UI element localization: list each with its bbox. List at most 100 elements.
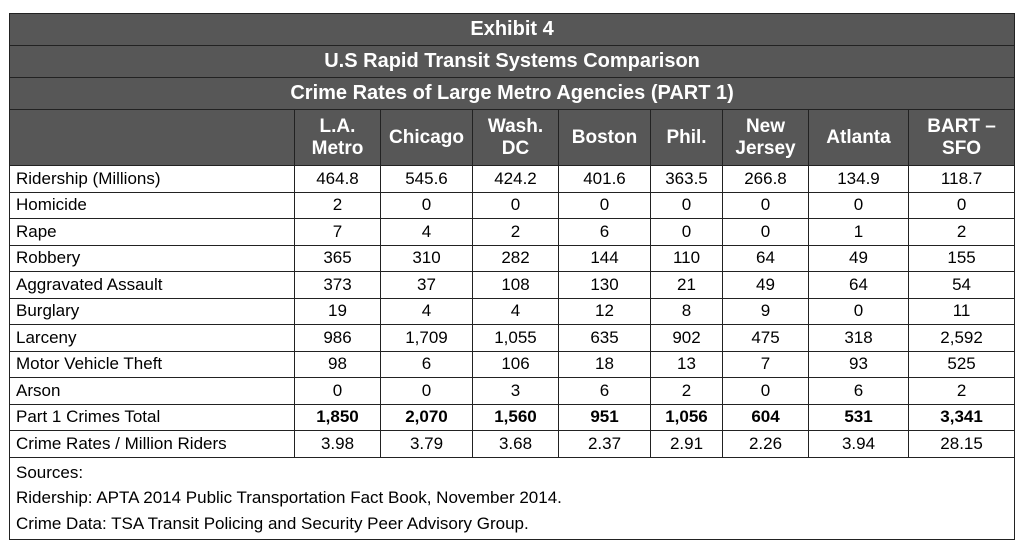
table-cell: 4 — [380, 297, 473, 325]
column-header: Boston — [558, 109, 651, 166]
column-header-line2: DC — [501, 137, 530, 159]
table-cell: 18 — [558, 350, 651, 378]
table-cell: 604 — [722, 403, 809, 431]
table-cell: 310 — [380, 244, 473, 272]
table-row: Arson 0 0 3 6 2 0 6 2 — [9, 377, 1016, 405]
table-cell: 0 — [472, 191, 559, 219]
table-cell: 106 — [472, 350, 559, 378]
table-row: Motor Vehicle Theft 98 6 106 18 13 7 93 525 — [9, 350, 1016, 378]
table-cell: 49 — [722, 271, 809, 299]
table-cell: 2 — [907, 377, 1016, 405]
exhibit-frame: Exhibit 4 U.S Rapid Transit Systems Comp… — [8, 13, 1016, 540]
row-label: Burglary — [9, 297, 295, 325]
column-header-line1: L.A. — [319, 115, 356, 137]
table-cell: 9 — [722, 297, 809, 325]
table-cell: 2 — [907, 218, 1016, 246]
table-cell: 21 — [650, 271, 723, 299]
subtitle-row: U.S Rapid Transit Systems Comparison — [8, 45, 1016, 78]
table-cell: 134.9 — [808, 165, 909, 193]
column-header-line1: Chicago — [389, 126, 464, 148]
table-cell: 3 — [472, 377, 559, 405]
table-cell: 8 — [650, 297, 723, 325]
table-cell: 37 — [380, 271, 473, 299]
column-header-line1: New — [745, 115, 786, 137]
table-cell: 986 — [294, 324, 381, 352]
table-row: Burglary 19 4 4 12 8 9 0 11 — [9, 297, 1016, 325]
table-cell: 951 — [558, 403, 651, 431]
exhibit-title: Exhibit 4 — [8, 13, 1016, 46]
table-cell: 0 — [808, 191, 909, 219]
table-cell: 902 — [650, 324, 723, 352]
column-header: BART – SFO — [907, 109, 1016, 166]
sources-row: Sources: Ridership: APTA 2014 Public Tra… — [8, 456, 1016, 540]
table-cell: 98 — [294, 350, 381, 378]
table-cell: 545.6 — [380, 165, 473, 193]
table-cell: 6 — [558, 218, 651, 246]
table-cell: 266.8 — [722, 165, 809, 193]
column-header-line1: Phil. — [666, 126, 707, 148]
table-cell: 373 — [294, 271, 381, 299]
table-cell: 4 — [472, 297, 559, 325]
column-header: L.A. Metro — [294, 109, 381, 166]
row-label: Part 1 Crimes Total — [9, 403, 295, 431]
table-cell: 2.37 — [558, 430, 651, 458]
table-cell: 1,560 — [472, 403, 559, 431]
table-cell: 363.5 — [650, 165, 723, 193]
table-row: Aggravated Assault 373 37 108 130 21 49 64 54 — [9, 271, 1016, 299]
crime-rates-table: Exhibit 4 U.S Rapid Transit Systems Comp… — [8, 13, 1016, 540]
table-cell: 1,055 — [472, 324, 559, 352]
table-cell: 110 — [650, 244, 723, 272]
table-row: Larceny 986 1,709 1,055 635 902 475 318 2,592 — [9, 324, 1016, 352]
table-cell: 4 — [380, 218, 473, 246]
table-cell: 464.8 — [294, 165, 381, 193]
crime-data-source: Crime Data: TSA Transit Policing and Sec… — [16, 513, 529, 533]
column-header-line1: Atlanta — [826, 126, 891, 148]
sources-heading: Sources: — [16, 462, 84, 482]
exhibit-title-row: Exhibit 4 — [8, 13, 1016, 46]
table-cell: 0 — [380, 377, 473, 405]
table-cell: 108 — [472, 271, 559, 299]
table-cell: 7 — [722, 350, 809, 378]
table-row: Part 1 Crimes Total 1,850 2,070 1,560 951 1,0… — [9, 403, 1016, 431]
table-row: Ridership (Millions) 464.8 545.6 424.2 401.6… — [9, 165, 1016, 193]
table-cell: 365 — [294, 244, 381, 272]
column-header-line2: Metro — [311, 137, 364, 159]
table-cell: 13 — [650, 350, 723, 378]
table-cell: 0 — [808, 297, 909, 325]
table-cell: 635 — [558, 324, 651, 352]
table-cell: 1 — [808, 218, 909, 246]
table-cell: 6 — [380, 350, 473, 378]
column-header-line2: Jersey — [735, 137, 796, 159]
table-cell: 3.98 — [294, 430, 381, 458]
table-cell: 3.94 — [808, 430, 909, 458]
ridership-source: Ridership: APTA 2014 Public Transportati… — [16, 488, 562, 507]
table-cell: 2 — [472, 218, 559, 246]
column-header-line2: SFO — [942, 137, 982, 159]
table-cell: 0 — [650, 218, 723, 246]
table-cell: 0 — [650, 191, 723, 219]
table-cell: 11 — [907, 297, 1016, 325]
table-cell: 0 — [722, 377, 809, 405]
table-cell: 2.91 — [650, 430, 723, 458]
table-cell: 93 — [808, 350, 909, 378]
row-label: Homicide — [9, 191, 295, 219]
table-cell: 155 — [907, 244, 1016, 272]
table-cell: 0 — [722, 218, 809, 246]
row-label: Aggravated Assault — [9, 271, 295, 299]
table-cell: 3,341 — [907, 403, 1016, 431]
table-row: Homicide 2 0 0 0 0 0 0 0 — [9, 191, 1016, 219]
row-label: Rape — [9, 218, 295, 246]
table-cell: 3.68 — [472, 430, 559, 458]
table-cell: 2.26 — [722, 430, 809, 458]
table-cell: 64 — [808, 271, 909, 299]
table-body: Ridership (Millions) 464.8 545.6 424.2 401.6… — [9, 165, 1016, 458]
table-cell: 475 — [722, 324, 809, 352]
table-cell: 118.7 — [907, 165, 1016, 193]
table-cell: 6 — [808, 377, 909, 405]
column-header-line1: Wash. — [487, 115, 544, 137]
table-cell: 49 — [808, 244, 909, 272]
column-header: Phil. — [650, 109, 723, 166]
table-cell: 525 — [907, 350, 1016, 378]
row-label: Robbery — [9, 244, 295, 272]
table-cell: 0 — [722, 191, 809, 219]
